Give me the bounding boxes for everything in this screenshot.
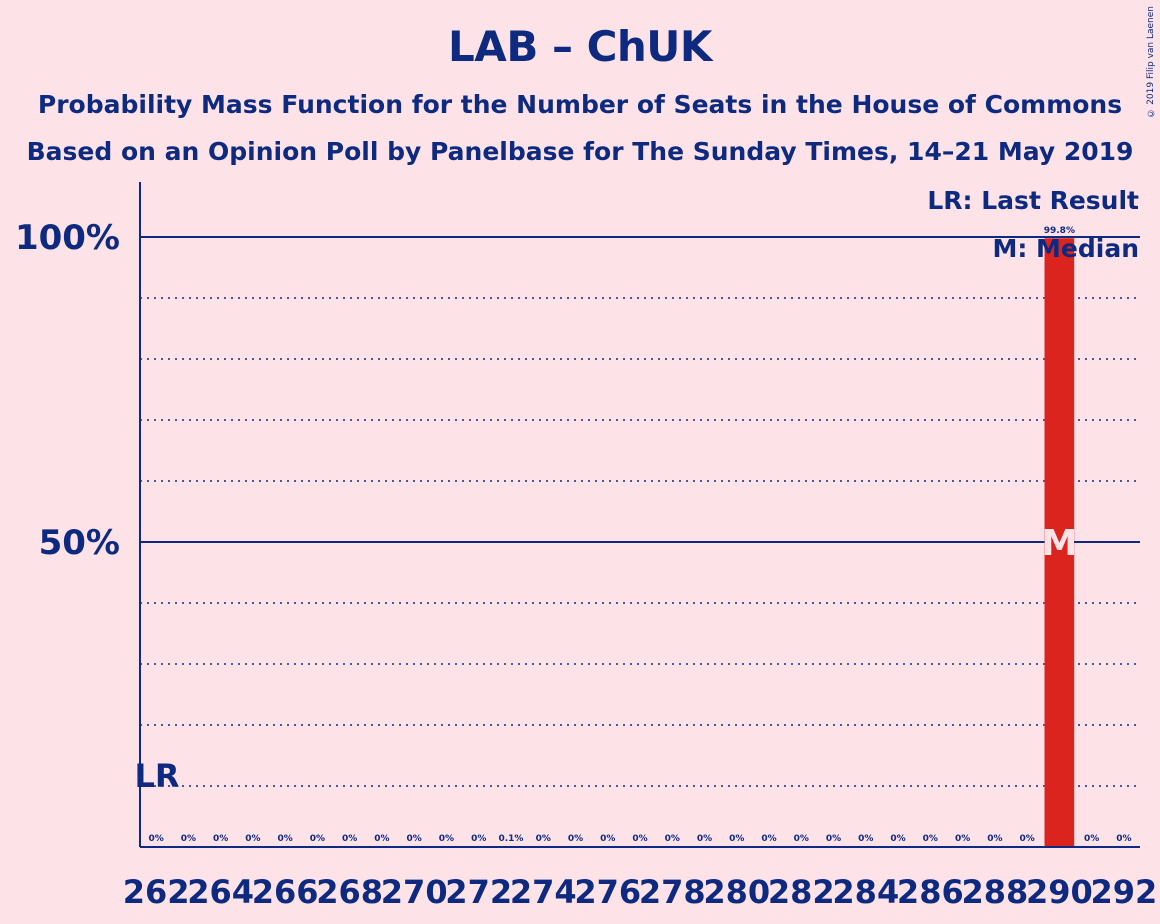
value-label-264: 0% <box>213 834 228 844</box>
value-label-283: 0% <box>826 834 841 844</box>
x-tick-280: 280 <box>703 873 770 911</box>
value-label-262: 0% <box>148 834 163 844</box>
value-label-278: 0% <box>665 834 680 844</box>
gridlines <box>140 236 1140 787</box>
value-label-271: 0% <box>439 834 454 844</box>
value-label-277: 0% <box>632 834 647 844</box>
axes: LR <box>134 182 1140 848</box>
x-tick-286: 286 <box>897 873 964 911</box>
median-marker: M <box>1041 523 1077 564</box>
value-label-263: 0% <box>181 834 196 844</box>
value-label-289: 0% <box>1019 834 1034 844</box>
x-tick-272: 272 <box>445 873 512 911</box>
value-label-279: 0% <box>697 834 712 844</box>
x-tick-270: 270 <box>381 873 448 911</box>
value-label-288: 0% <box>987 834 1002 844</box>
value-label-270: 0% <box>407 834 422 844</box>
x-tick-labels: 2622642662682702722742762782802822842862… <box>123 873 1158 911</box>
x-tick-290: 290 <box>1026 873 1093 911</box>
x-tick-288: 288 <box>961 873 1028 911</box>
value-label-273: 0.1% <box>498 834 523 844</box>
value-label-286: 0% <box>923 834 938 844</box>
legend-last-result: LR: Last Result <box>927 186 1139 215</box>
value-label-282: 0% <box>794 834 809 844</box>
value-label-265: 0% <box>245 834 260 844</box>
x-tick-282: 282 <box>768 873 835 911</box>
legend-median: M: Median <box>992 234 1139 263</box>
value-label-274: 0% <box>536 834 551 844</box>
value-labels: 0% 0% 0% 0% 0% 0% 0% 0% 0% 0% 0% 0.1% 0% 0% 0% 0% 0% 0% 0%… <box>148 226 1131 844</box>
value-label-291: 0% <box>1084 834 1099 844</box>
x-tick-292: 292 <box>1090 873 1157 911</box>
value-label-267: 0% <box>310 834 325 844</box>
value-label-272: 0% <box>471 834 486 844</box>
x-tick-276: 276 <box>574 873 641 911</box>
legend: LR: Last Result M: Median <box>927 186 1139 263</box>
bars: M <box>1041 238 1077 848</box>
y-tick-100: 100% <box>15 218 120 258</box>
value-label-268: 0% <box>342 834 357 844</box>
y-tick-50: 50% <box>39 523 120 563</box>
value-label-280: 0% <box>729 834 744 844</box>
last-result-marker: LR <box>134 757 179 795</box>
chart-subtitle-2: Based on an Opinion Poll by Panelbase fo… <box>26 137 1134 166</box>
x-tick-278: 278 <box>639 873 706 911</box>
x-tick-262: 262 <box>123 873 190 911</box>
x-tick-284: 284 <box>832 873 899 911</box>
chart-title: LAB – ChUK <box>448 22 712 71</box>
value-label-269: 0% <box>374 834 389 844</box>
value-label-290: 99.8% <box>1044 226 1075 236</box>
value-label-285: 0% <box>890 834 905 844</box>
value-label-287: 0% <box>955 834 970 844</box>
value-label-281: 0% <box>761 834 776 844</box>
value-label-275: 0% <box>568 834 583 844</box>
value-label-284: 0% <box>858 834 873 844</box>
y-tick-labels: 50% 100% <box>15 218 120 563</box>
bar-290 <box>1044 238 1075 848</box>
x-tick-266: 266 <box>252 873 319 911</box>
x-tick-274: 274 <box>510 873 577 911</box>
x-tick-264: 264 <box>187 873 254 911</box>
value-label-276: 0% <box>600 834 615 844</box>
x-tick-268: 268 <box>316 873 383 911</box>
value-label-292: 0% <box>1116 834 1131 844</box>
chart-subtitle-1: Probability Mass Function for the Number… <box>37 90 1123 119</box>
value-label-266: 0% <box>278 834 293 844</box>
